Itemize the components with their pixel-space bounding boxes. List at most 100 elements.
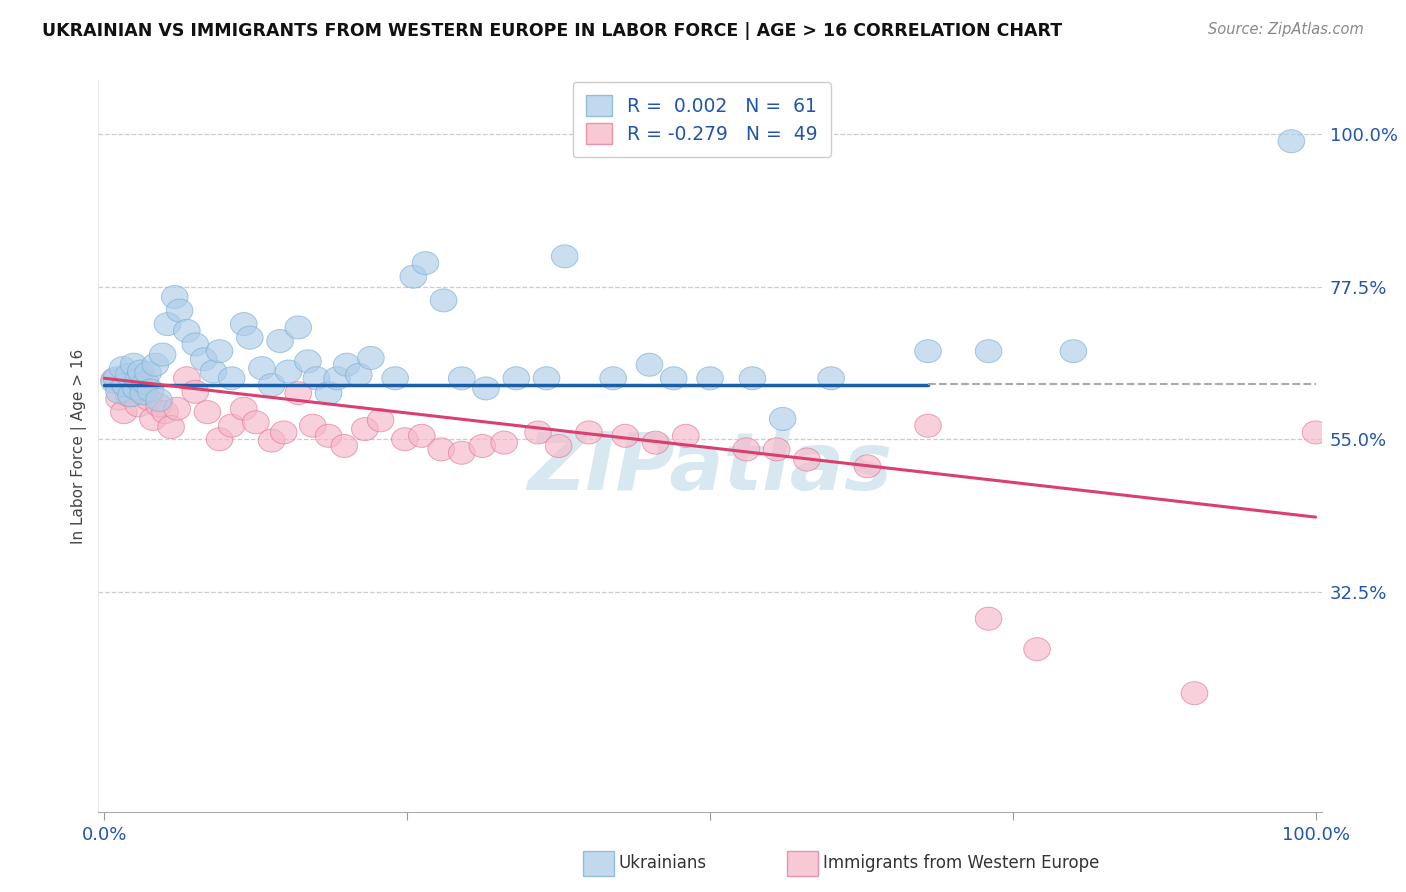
Ellipse shape [162,285,188,309]
Ellipse shape [295,350,321,373]
Ellipse shape [142,353,169,376]
Ellipse shape [173,319,200,343]
Ellipse shape [636,353,662,376]
Ellipse shape [315,425,342,448]
Ellipse shape [323,367,350,390]
Ellipse shape [299,414,326,437]
Ellipse shape [818,367,845,390]
Ellipse shape [733,438,759,461]
Ellipse shape [149,343,176,366]
Ellipse shape [259,374,285,397]
Ellipse shape [315,382,342,405]
Ellipse shape [740,367,766,390]
Ellipse shape [101,368,128,392]
Ellipse shape [333,353,360,376]
Ellipse shape [105,380,132,403]
Ellipse shape [1024,638,1050,661]
Ellipse shape [243,411,269,434]
Ellipse shape [181,380,208,403]
Legend: R =  0.002   N =  61, R = -0.279   N =  49: R = 0.002 N = 61, R = -0.279 N = 49 [572,82,831,157]
Ellipse shape [793,448,820,471]
Ellipse shape [915,340,942,363]
Text: UKRAINIAN VS IMMIGRANTS FROM WESTERN EUROPE IN LABOR FORCE | AGE > 16 CORRELATIO: UKRAINIAN VS IMMIGRANTS FROM WESTERN EUR… [42,22,1063,40]
Ellipse shape [399,265,426,288]
Ellipse shape [259,429,285,452]
Ellipse shape [672,425,699,448]
Ellipse shape [129,380,156,403]
Ellipse shape [533,367,560,390]
Ellipse shape [146,388,173,411]
Ellipse shape [575,421,602,444]
Ellipse shape [427,438,454,461]
Ellipse shape [409,425,434,448]
Ellipse shape [855,455,880,478]
Ellipse shape [181,333,208,356]
Ellipse shape [546,434,572,458]
Ellipse shape [524,421,551,444]
Text: Ukrainians: Ukrainians [619,855,707,872]
Ellipse shape [249,357,276,380]
Ellipse shape [763,438,790,461]
Ellipse shape [155,312,181,335]
Ellipse shape [352,417,378,441]
Ellipse shape [470,434,496,458]
Ellipse shape [118,384,145,407]
Ellipse shape [285,316,312,339]
Ellipse shape [194,401,221,424]
Ellipse shape [270,421,297,444]
Ellipse shape [121,353,146,376]
Ellipse shape [139,408,166,431]
Ellipse shape [125,394,152,417]
Ellipse shape [661,367,688,390]
Ellipse shape [976,607,1002,631]
Ellipse shape [449,442,475,465]
Ellipse shape [1060,340,1087,363]
Ellipse shape [412,252,439,275]
Ellipse shape [138,379,165,402]
Ellipse shape [190,348,217,371]
Ellipse shape [115,363,142,386]
Ellipse shape [430,289,457,312]
Ellipse shape [976,340,1002,363]
Y-axis label: In Labor Force | Age > 16: In Labor Force | Age > 16 [72,349,87,543]
Ellipse shape [391,428,418,450]
Ellipse shape [643,431,669,454]
Ellipse shape [236,326,263,349]
Ellipse shape [132,371,159,394]
Ellipse shape [111,374,138,397]
Ellipse shape [367,409,394,432]
Ellipse shape [551,245,578,268]
Ellipse shape [218,367,245,390]
Ellipse shape [166,299,193,322]
Ellipse shape [122,377,149,400]
Ellipse shape [103,367,129,390]
Ellipse shape [128,360,155,383]
Ellipse shape [304,367,330,390]
Ellipse shape [1302,421,1329,444]
Ellipse shape [231,397,257,420]
Ellipse shape [231,312,257,335]
Ellipse shape [1181,681,1208,705]
Text: Immigrants from Western Europe: Immigrants from Western Europe [823,855,1099,872]
Ellipse shape [330,434,357,458]
Ellipse shape [276,360,302,383]
Ellipse shape [472,377,499,400]
Ellipse shape [267,329,294,352]
Ellipse shape [173,367,200,390]
Ellipse shape [152,401,179,424]
Ellipse shape [346,363,373,386]
Ellipse shape [121,374,146,397]
Ellipse shape [129,382,156,405]
Ellipse shape [382,367,409,390]
Text: ZIPatlas: ZIPatlas [527,429,893,507]
Ellipse shape [207,428,233,450]
Ellipse shape [697,367,723,390]
Ellipse shape [491,431,517,454]
Ellipse shape [218,414,245,437]
Ellipse shape [600,367,627,390]
Ellipse shape [769,408,796,431]
Ellipse shape [125,368,152,392]
Ellipse shape [110,357,136,380]
Text: Source: ZipAtlas.com: Source: ZipAtlas.com [1208,22,1364,37]
Ellipse shape [357,346,384,369]
